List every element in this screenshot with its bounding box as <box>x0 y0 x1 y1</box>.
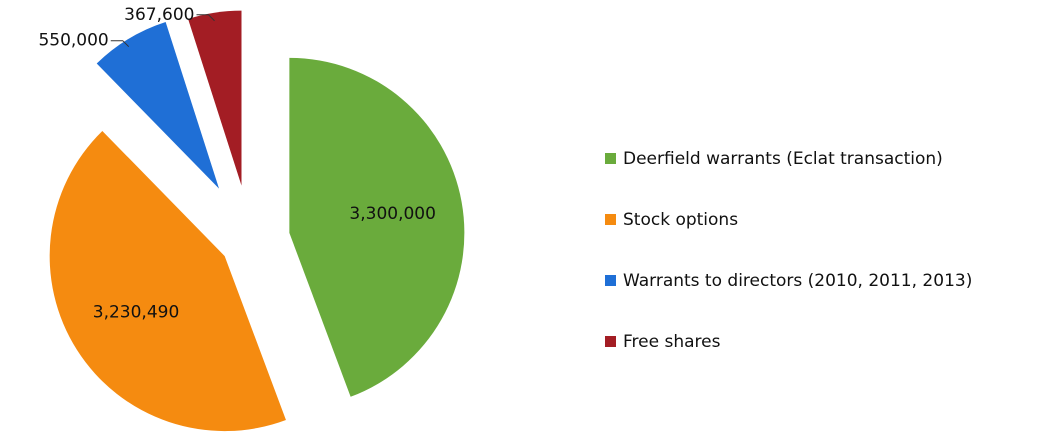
legend-label: Deerfield warrants (Eclat transaction) <box>623 149 943 169</box>
data-label: 3,230,490 <box>93 302 180 322</box>
leader-line <box>110 40 130 48</box>
data-label: 367,600 <box>124 5 194 25</box>
leader-line <box>196 14 215 22</box>
legend-swatch <box>605 336 616 347</box>
pie-slice <box>289 57 465 397</box>
pie-slice <box>49 130 286 432</box>
legend-swatch <box>605 275 616 286</box>
pie-slice <box>96 21 220 189</box>
pie-slice <box>188 10 242 186</box>
data-label: 550,000 <box>38 31 108 51</box>
legend-swatch <box>605 214 616 225</box>
legend-label: Warrants to directors (2010, 2011, 2013) <box>623 271 972 291</box>
legend-label: Free shares <box>623 332 721 352</box>
data-label: 3,300,000 <box>349 204 436 224</box>
legend-label: Stock options <box>623 210 738 230</box>
legend-swatch <box>605 153 616 164</box>
